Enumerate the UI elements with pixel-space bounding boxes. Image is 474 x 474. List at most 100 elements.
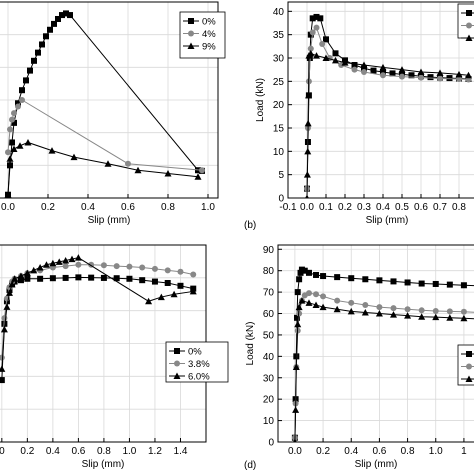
chart-panel-4: 0.0 0.2 0.4 0.6 0.8 1.0 10102030405060708090Sl… [244, 244, 474, 471]
data-point-circle [174, 360, 180, 367]
data-point-circle [466, 22, 472, 29]
data-point-square [309, 15, 316, 22]
data-point-circle [309, 29, 316, 36]
data-point-square [39, 41, 45, 48]
data-point-square [47, 26, 53, 33]
data-point-square [100, 274, 107, 281]
data-point-circle [437, 75, 443, 82]
data-point-circle [399, 73, 405, 80]
data-point-square [15, 100, 21, 107]
data-point-circle [305, 290, 312, 297]
data-point-circle [139, 264, 146, 271]
data-point-square [301, 267, 308, 274]
data-point-square [139, 277, 146, 284]
data-point-triangle [157, 293, 165, 301]
data-point-square [404, 279, 411, 286]
data-point-triangle [42, 261, 50, 268]
panel-label: (d) [244, 460, 256, 471]
data-point-square [164, 279, 171, 286]
x-axis-label: Slip (mm) [355, 459, 398, 470]
data-point-triangle [6, 155, 14, 162]
data-point-circle [320, 293, 327, 300]
data-point-triangle [164, 170, 172, 177]
series-line-1 [306, 16, 469, 189]
panel-label: (b) [244, 220, 256, 231]
data-point-circle [446, 308, 453, 315]
data-point-triangle [305, 91, 313, 99]
data-point-circle [113, 263, 120, 270]
data-point-circle [125, 160, 131, 167]
data-point-triangle [465, 71, 472, 79]
data-point-square [332, 50, 339, 57]
x-axis-label: Slip (mm) [88, 215, 131, 226]
y-axis-label: Load (kN) [245, 322, 256, 366]
data-point-circle [1, 315, 8, 322]
data-point-triangle [24, 138, 32, 146]
y-tick-label: 90 [263, 245, 275, 256]
data-point-circle [390, 305, 397, 312]
x-tick-label: 0.4 [376, 202, 390, 213]
legend-entry: 0% [188, 347, 202, 358]
data-point-triangle [55, 258, 63, 265]
x-tick-label: 1.0 [122, 446, 136, 457]
data-point-triangle [295, 303, 303, 311]
data-point-circle [362, 301, 369, 308]
data-point-triangle [0, 325, 8, 333]
data-point-square [75, 274, 82, 281]
y-tick-label: 0 [278, 194, 284, 205]
data-point-square [35, 49, 41, 56]
data-point-triangle [36, 264, 44, 271]
data-point-triangle [455, 70, 463, 78]
data-point-square [466, 10, 472, 16]
data-point-square [351, 62, 358, 68]
series-group [4, 10, 205, 198]
x-tick-label: 0.4 [46, 446, 60, 457]
data-point-circle [456, 76, 462, 82]
data-point-triangle [341, 59, 349, 66]
y-tick-label: 10 [263, 416, 275, 427]
data-point-circle [199, 167, 205, 174]
data-point-square [0, 377, 5, 384]
data-point-triangle [375, 310, 383, 317]
data-point-triangle [4, 191, 12, 198]
data-point-square [380, 69, 386, 75]
data-point-circle [151, 265, 158, 272]
legend-entry: 6.0% [188, 372, 210, 383]
data-point-square [188, 18, 194, 24]
series-line-3 [1, 257, 194, 369]
data-point-square [348, 275, 355, 282]
data-point-square [466, 351, 472, 357]
data-point-circle [9, 116, 15, 123]
data-point-square [323, 36, 329, 43]
data-point-square [23, 77, 29, 84]
chart-panel-3: 0 0.2 0.4 0.6 0.8 1.0 1.2 1.4 Slip (mm) 0%3.8% 6.0… [0, 244, 229, 470]
data-point-square [63, 10, 69, 17]
data-point-square [460, 282, 467, 289]
data-point-square [334, 274, 341, 281]
data-point-square [294, 289, 301, 296]
x-tick-label: 0.8 [452, 202, 466, 213]
data-point-triangle [465, 375, 473, 382]
x-tick-label: 0.6 [71, 446, 85, 457]
legend-entry: 4% [202, 29, 216, 40]
data-point-square [305, 269, 312, 276]
data-point-square [307, 31, 314, 38]
legend-entry: 0% [202, 17, 216, 28]
data-point-triangle [17, 272, 25, 279]
x-tick-label: 0.6 [414, 202, 428, 213]
y-tick-label: 80 [263, 266, 275, 277]
data-point-circle [319, 41, 326, 47]
data-point-square [294, 314, 301, 321]
data-point-circle [296, 310, 303, 317]
x-tick-label: 0 [0, 446, 5, 457]
data-point-circle [313, 291, 320, 298]
data-point-square [313, 13, 320, 20]
data-point-circle [190, 271, 197, 278]
data-point-triangle [173, 372, 181, 379]
y-tick-label: 25 [273, 77, 285, 88]
data-point-triangle [145, 297, 153, 305]
x-tick-label: 0.4 [81, 202, 95, 213]
data-point-circle [5, 149, 11, 156]
data-point-circle [418, 307, 425, 314]
